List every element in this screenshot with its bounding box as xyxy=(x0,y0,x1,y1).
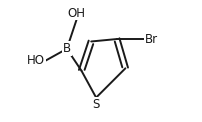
Text: Br: Br xyxy=(145,33,158,46)
Text: B: B xyxy=(63,42,71,55)
Text: HO: HO xyxy=(27,55,45,67)
Text: OH: OH xyxy=(68,6,86,20)
Text: S: S xyxy=(93,98,100,111)
